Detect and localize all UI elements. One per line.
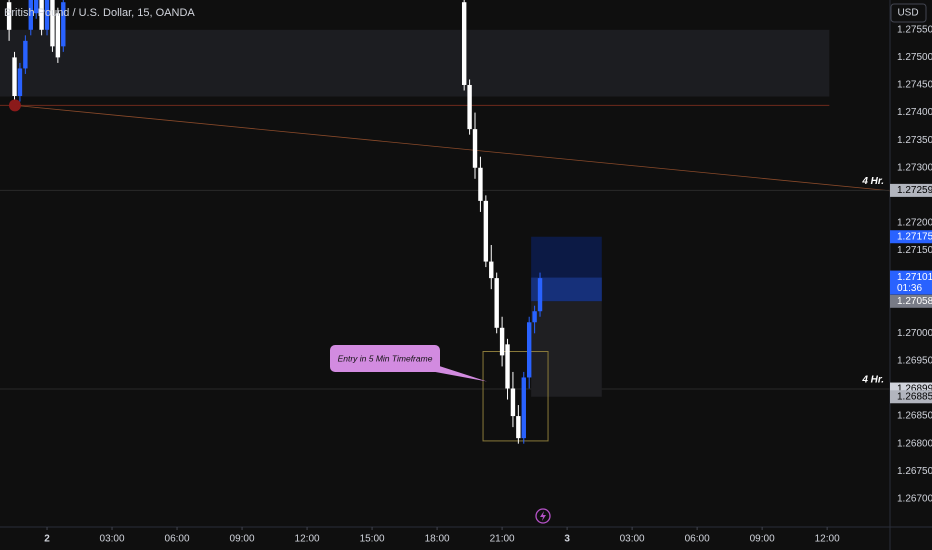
candle-body — [50, 0, 55, 47]
candle-body — [55, 13, 61, 58]
target-price-bg — [890, 230, 932, 244]
callout-text: Entry in 5 Min Timeframe — [338, 353, 433, 363]
y-tick-label: 1.27500 — [897, 52, 932, 63]
candle-body — [28, 0, 33, 30]
level-price-bg — [890, 183, 932, 197]
candle-body — [467, 84, 472, 130]
candle-body — [61, 2, 66, 47]
x-tick-label: 18:00 — [425, 534, 450, 545]
candle-body — [516, 416, 521, 439]
y-tick-label: 1.26950 — [897, 356, 932, 367]
x-tick-label: 03:00 — [100, 534, 125, 545]
x-tick-label: 2 — [44, 534, 50, 545]
y-tick-label: 1.27350 — [897, 135, 932, 146]
resistance-zone — [0, 29, 830, 97]
y-tick-label: 1.27150 — [897, 245, 932, 256]
x-tick-label: 15:00 — [360, 534, 385, 545]
current-band — [531, 277, 602, 302]
candle-body — [521, 377, 526, 439]
y-tick-label: 1.27550 — [897, 24, 932, 35]
last-price-bg — [890, 270, 932, 295]
candle-body — [526, 322, 532, 378]
candle-body — [478, 167, 483, 201]
candle-body — [472, 129, 478, 168]
stop-price: 1.26885 — [897, 391, 932, 402]
candle-body — [44, 0, 50, 30]
candle-body — [483, 200, 489, 262]
y-tick-label: 1.27400 — [897, 107, 932, 118]
level-price: 1.27259 — [897, 185, 932, 196]
candle-body — [6, 2, 12, 30]
countdown: 01:36 — [897, 283, 922, 294]
last-price: 1.27101 — [897, 272, 932, 283]
y-tick-label: 1.27450 — [897, 80, 932, 91]
candle-body — [489, 261, 494, 279]
level-price: 1.26899 — [897, 384, 932, 395]
currency-button[interactable] — [890, 3, 927, 23]
stop-price-bg — [890, 390, 932, 404]
candle-body — [23, 40, 28, 69]
callout-box — [330, 345, 440, 372]
entry-price: 1.27058 — [897, 296, 932, 307]
x-tick-label: 09:00 — [230, 534, 255, 545]
candle-body — [510, 388, 516, 417]
candle-body — [532, 311, 537, 323]
chart-title: British Pound / U.S. Dollar, 15, OANDA — [4, 7, 195, 19]
x-tick-label: 12:00 — [295, 534, 320, 545]
entry-box — [482, 351, 549, 442]
target-price: 1.27175 — [897, 231, 932, 242]
level-text: 4 Hr. — [861, 375, 884, 386]
candle-body — [461, 2, 467, 85]
callout-pointer — [430, 363, 488, 382]
x-tick-label: 12:00 — [815, 534, 840, 545]
y-tick-label: 1.26850 — [897, 411, 932, 422]
y-tick-label: 1.26700 — [897, 493, 932, 504]
level-text: 4 Hr. — [861, 176, 884, 187]
candle-body — [537, 278, 543, 312]
stop-area — [531, 301, 602, 397]
candle-body — [39, 0, 44, 30]
entry-price-bg — [890, 294, 932, 308]
x-tick-label: 09:00 — [750, 534, 775, 545]
x-tick-label: 3 — [564, 534, 570, 545]
candle-body — [494, 278, 499, 328]
y-tick-label: 1.26750 — [897, 466, 932, 477]
candle-body — [12, 57, 17, 97]
x-tick-label: 06:00 — [165, 534, 190, 545]
lightning-icon[interactable] — [535, 508, 551, 524]
candle-body — [17, 68, 23, 97]
anchor-dot — [8, 99, 21, 112]
candle-body — [499, 327, 505, 356]
x-tick-label: 03:00 — [620, 534, 645, 545]
y-tick-label: 1.26800 — [897, 438, 932, 449]
y-tick-label: 1.27000 — [897, 328, 932, 339]
currency: USD — [897, 8, 918, 19]
candle-body — [505, 344, 510, 389]
y-tick-label: 1.27300 — [897, 162, 932, 173]
y-tick-label: 1.27200 — [897, 218, 932, 229]
x-tick-label: 21:00 — [490, 534, 515, 545]
x-tick-label: 06:00 — [685, 534, 710, 545]
candle-body — [33, 0, 39, 14]
